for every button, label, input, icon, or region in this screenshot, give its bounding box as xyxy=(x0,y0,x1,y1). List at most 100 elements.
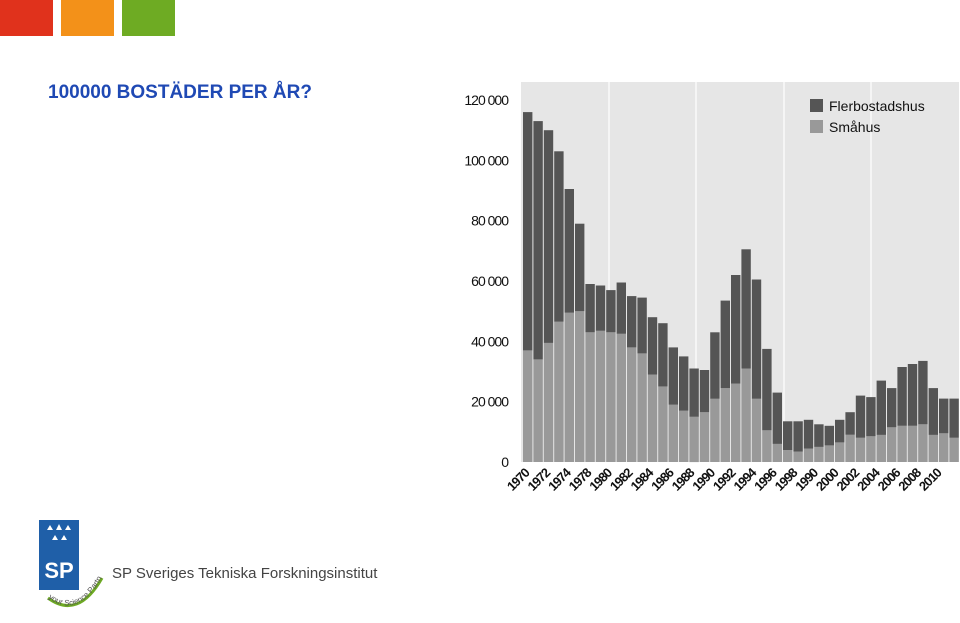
bar-flerbostadshus-1992 xyxy=(751,279,762,399)
bar-smahus-1997 xyxy=(803,448,814,462)
bar-flerbostadshus-2002 xyxy=(855,395,866,438)
bar-flerbostadshus-1974 xyxy=(564,189,574,313)
page-title: 100000 BOSTÄDER PER ÅR? xyxy=(48,82,312,103)
bar-smahus-2007 xyxy=(907,425,918,462)
bar-flerbostadshus-1973 xyxy=(554,151,564,322)
logo-shield xyxy=(39,520,79,590)
bar-flerbostadshus-1989 xyxy=(720,300,730,389)
legend-swatch-smahus xyxy=(810,120,823,133)
bar-smahus-1972 xyxy=(543,342,554,462)
bar-smahus-1988 xyxy=(710,398,720,462)
bar-flerbostadshus-1970 xyxy=(523,112,533,351)
bar-smahus-1980 xyxy=(627,347,637,462)
bar-flerbostadshus-1997 xyxy=(803,419,814,449)
bar-flerbostadshus-2006 xyxy=(897,367,907,426)
sp-logo: SP your Science Partner xyxy=(38,520,104,608)
bar-flerbostadshus-2009 xyxy=(928,388,938,435)
bar-smahus-1982 xyxy=(647,374,658,462)
bar-smahus-1994 xyxy=(772,443,782,462)
x-axis-ticks: 1970197219741978198019821984198619881990… xyxy=(504,464,945,493)
logo-text: SP xyxy=(44,558,73,583)
organization-name: SP Sveriges Tekniska Forskningsinstitut xyxy=(112,565,378,582)
accent-bar-green xyxy=(122,0,175,36)
bar-smahus-2004 xyxy=(876,434,886,462)
bar-smahus-1993 xyxy=(762,430,772,462)
bar-flerbostadshus-1999 xyxy=(824,425,834,446)
bar-flerbostadshus-1990 xyxy=(731,275,741,384)
legend-label-flerbostadshus: Flerbostadshus xyxy=(829,98,925,114)
bar-smahus-2005 xyxy=(887,427,897,462)
bar-flerbostadshus-1986 xyxy=(689,368,699,417)
bar-flerbostadshus-2005 xyxy=(887,388,897,428)
bar-flerbostadshus-1983 xyxy=(658,323,668,387)
bar-flerbostadshus-1972 xyxy=(543,130,554,343)
bar-smahus-2006 xyxy=(897,425,907,462)
bar-flerbostadshus-2011 xyxy=(949,398,959,438)
bar-smahus-2001 xyxy=(845,434,855,462)
bar-smahus-1986 xyxy=(689,416,699,463)
bar-flerbostadshus-1977 xyxy=(595,285,606,331)
crown-icon xyxy=(52,535,67,540)
bar-smahus-2010 xyxy=(939,433,949,462)
bar-flerbostadshus-1981 xyxy=(637,297,647,354)
bar-flerbostadshus-2004 xyxy=(876,380,886,435)
bar-flerbostadshus-2007 xyxy=(907,364,918,426)
bar-flerbostadshus-1982 xyxy=(647,317,658,375)
accent-bar-red xyxy=(0,0,53,36)
bar-smahus-1983 xyxy=(658,386,668,462)
bar-smahus-1974 xyxy=(564,312,574,462)
bar-smahus-1970 xyxy=(523,350,533,462)
bar-flerbostadshus-2003 xyxy=(866,397,876,437)
bar-smahus-1979 xyxy=(616,333,626,462)
y-tick-label: 100 000 xyxy=(464,152,509,168)
bar-smahus-1978 xyxy=(606,332,616,462)
bar-flerbostadshus-1971 xyxy=(533,121,543,360)
bar-flerbostadshus-1979 xyxy=(616,282,626,334)
bar-smahus-2008 xyxy=(918,424,928,462)
y-tick-label: 40 000 xyxy=(471,333,509,349)
bar-flerbostadshus-1987 xyxy=(699,370,710,413)
bar-flerbostadshus-1993 xyxy=(762,348,772,431)
bar-smahus-2011 xyxy=(949,437,959,462)
bar-smahus-2003 xyxy=(866,436,876,462)
bar-smahus-1985 xyxy=(679,410,689,462)
bar-flerbostadshus-2010 xyxy=(939,398,949,434)
y-tick-label: 120 000 xyxy=(464,92,509,108)
bar-smahus-1976 xyxy=(585,332,595,462)
bar-flerbostadshus-2001 xyxy=(845,412,855,435)
bar-flerbostadshus-1994 xyxy=(772,392,782,444)
bar-smahus-2009 xyxy=(928,434,938,462)
y-tick-label: 80 000 xyxy=(471,213,509,229)
bar-flerbostadshus-1976 xyxy=(585,284,595,333)
bar-flerbostadshus-1996 xyxy=(793,421,803,452)
bar-smahus-1981 xyxy=(637,353,647,462)
bar-smahus-2000 xyxy=(835,442,845,462)
y-tick-label: 0 xyxy=(501,454,509,470)
bar-smahus-1971 xyxy=(533,359,543,462)
bar-smahus-1998 xyxy=(814,446,824,462)
x-tick-label: 2010 xyxy=(916,465,945,494)
bar-flerbostadshus-2000 xyxy=(835,419,845,443)
bar-flerbostadshus-1984 xyxy=(668,347,678,405)
bar-flerbostadshus-1975 xyxy=(575,223,585,312)
legend: Flerbostadshus Småhus xyxy=(810,98,925,135)
bar-smahus-1975 xyxy=(575,311,585,462)
bar-smahus-1999 xyxy=(824,445,834,462)
logo-tagline-arc xyxy=(47,577,104,608)
bar-smahus-1995 xyxy=(783,449,793,462)
bar-smahus-1992 xyxy=(751,398,762,462)
bar-smahus-1991 xyxy=(741,368,751,462)
bar-flerbostadshus-1980 xyxy=(627,296,637,348)
bar-smahus-1984 xyxy=(668,404,678,462)
bar-smahus-2002 xyxy=(855,437,866,462)
bar-flerbostadshus-1998 xyxy=(814,424,824,447)
bar-flerbostadshus-1995 xyxy=(783,421,793,450)
bar-smahus-1973 xyxy=(554,321,564,462)
bar-flerbostadshus-2008 xyxy=(918,360,928,425)
bar-smahus-1996 xyxy=(793,451,803,462)
bar-flerbostadshus-1978 xyxy=(606,290,616,333)
crown-icon xyxy=(47,524,71,530)
bar-flerbostadshus-1985 xyxy=(679,356,689,411)
y-axis-ticks: 0 20 000 40 000 60 000 80 000 100 000 120 000 xyxy=(464,92,510,470)
